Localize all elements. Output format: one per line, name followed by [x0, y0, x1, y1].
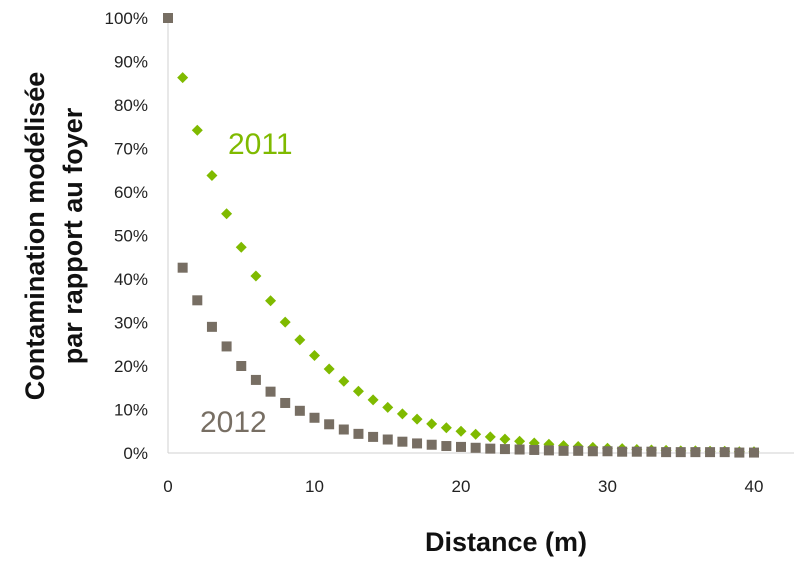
point-square [250, 374, 261, 385]
x-axis-ticks: 0 10 20 30 40 [163, 477, 763, 496]
point-diamond [177, 72, 189, 84]
point-square [631, 446, 642, 457]
point-square [338, 424, 349, 435]
point-diamond [411, 413, 423, 425]
point-square [661, 447, 672, 458]
series-label-2012: 2012 [200, 406, 267, 439]
point-diamond [250, 270, 262, 282]
point-square [192, 295, 203, 306]
x-tick-label: 0 [163, 477, 172, 496]
point-square [499, 444, 510, 455]
point-diamond [265, 295, 277, 307]
point-square [529, 444, 540, 455]
point-square [206, 321, 217, 332]
point-square [309, 412, 320, 423]
y-tick-label: 40% [114, 270, 148, 289]
point-square [236, 361, 247, 371]
y-tick-label: 10% [114, 401, 148, 420]
point-diamond [484, 431, 496, 443]
point-diamond [352, 385, 364, 397]
y-axis-ticks: 0% 10% 20% 30% 40% 50% 60% 70% 80% 90% 100% [105, 9, 148, 463]
point-diamond [191, 124, 203, 136]
point-diamond [396, 408, 408, 420]
point-square [177, 262, 188, 273]
point-diamond [367, 394, 379, 406]
point-diamond [426, 418, 438, 430]
point-square [382, 434, 393, 445]
point-square [573, 445, 584, 456]
series-label-2011: 2011 [228, 128, 293, 161]
point-square [587, 446, 598, 457]
point-square [221, 341, 232, 352]
point-square [456, 441, 466, 452]
point-square [749, 447, 759, 458]
axis-titles: Distance (m) Contamination modélisée par r… [20, 72, 587, 557]
y-tick-label: 0% [123, 444, 148, 463]
point-square [163, 13, 173, 23]
point-square [602, 446, 613, 457]
point-diamond [455, 425, 467, 437]
point-square [719, 447, 730, 458]
y-tick-label: 30% [114, 314, 148, 333]
point-diamond [294, 334, 306, 346]
data-points [163, 13, 760, 458]
point-diamond [323, 363, 335, 375]
point-square [734, 447, 745, 458]
point-square [441, 441, 452, 452]
point-diamond [235, 241, 247, 253]
point-square [324, 419, 335, 430]
point-square [265, 386, 276, 397]
x-tick-label: 30 [598, 477, 617, 496]
y-tick-label: 50% [114, 227, 148, 246]
x-axis-title: Distance (m) [425, 527, 587, 557]
point-diamond [309, 350, 320, 362]
point-square [543, 445, 554, 456]
point-diamond [514, 435, 526, 447]
point-square [646, 446, 657, 457]
point-square [690, 447, 701, 458]
point-diamond [470, 428, 482, 440]
point-diamond [440, 422, 452, 434]
point-diamond [221, 208, 233, 220]
point-diamond [206, 169, 218, 181]
x-tick-label: 10 [305, 477, 324, 496]
point-square [705, 447, 716, 458]
y-tick-label: 70% [114, 140, 148, 159]
point-square [470, 442, 481, 453]
point-diamond [338, 375, 350, 387]
y-axis-title-line-1: Contamination modélisée [20, 72, 50, 401]
point-square [426, 439, 437, 450]
y-tick-label: 100% [105, 9, 148, 28]
point-diamond [279, 316, 291, 328]
y-axis-title-line-2: par rapport au foyer [58, 107, 88, 364]
y-tick-label: 20% [114, 357, 148, 376]
y-tick-label: 90% [114, 53, 148, 72]
x-tick-label: 20 [452, 477, 471, 496]
y-tick-label: 60% [114, 183, 148, 202]
point-square [675, 447, 686, 458]
series-labels: 2011 2012 [200, 128, 293, 439]
point-square [617, 446, 628, 457]
y-tick-label: 80% [114, 96, 148, 115]
point-square [558, 445, 569, 456]
point-square [368, 431, 379, 442]
point-square [412, 438, 423, 449]
point-square [514, 444, 525, 455]
point-diamond [382, 401, 394, 413]
point-square [397, 436, 408, 447]
x-tick-label: 40 [745, 477, 764, 496]
point-square [280, 397, 291, 408]
point-square [294, 405, 305, 416]
point-square [485, 443, 496, 454]
point-diamond [499, 433, 511, 445]
point-square [353, 428, 364, 439]
series-2012 [163, 13, 759, 458]
plot-area [167, 14, 794, 454]
